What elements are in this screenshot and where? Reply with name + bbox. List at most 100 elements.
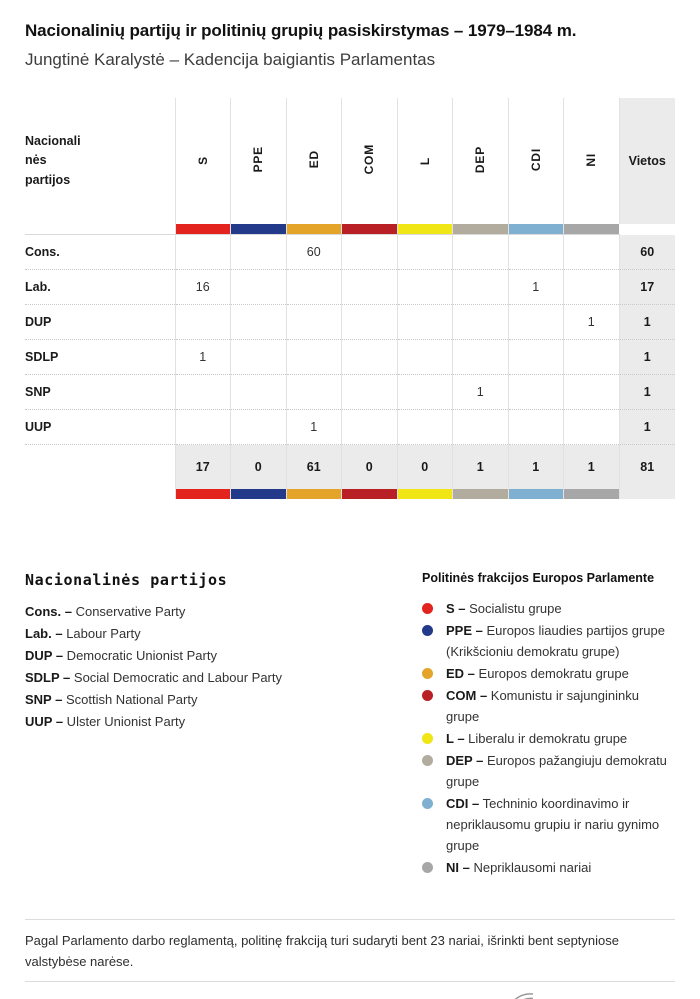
party-legend-item: UUP – Ulster Unionist Party [25, 713, 186, 729]
value-cell-NI: 1 [563, 304, 619, 340]
table-row-DUP: DUP 1 1 [25, 304, 675, 340]
column-header-PPE: PPE [230, 98, 286, 224]
value-cell-L [396, 234, 453, 270]
seats-cell: 1 [618, 304, 675, 340]
group-abbr: PPE – [446, 622, 483, 638]
value-cell-COM [341, 304, 397, 340]
group-color-cell-DEP [452, 224, 508, 235]
value-cell-S: 16 [174, 269, 231, 305]
group-color-bar-PPE [231, 224, 286, 234]
value-cell-S: 1 [174, 339, 231, 375]
group-color-dot [422, 667, 433, 679]
group-color-bar-bottom-L [397, 488, 452, 499]
row-header-line-2: partijos [25, 172, 71, 187]
column-header-label: CDI [528, 147, 543, 172]
row-header-line-0: Nacionali [25, 133, 81, 148]
party-abbr: DUP – [25, 647, 64, 663]
bar-row-spacer [25, 489, 175, 499]
group-color-cell-bottom-L [396, 488, 453, 499]
column-header-label: COM [362, 144, 377, 175]
group-legend-item: COM – Komunistu ir sajungininku grupe [422, 685, 675, 727]
group-color-dot [422, 754, 433, 766]
page-title: Nacionalinių partijų ir politinių grupių… [25, 21, 577, 40]
group-color-dot [422, 861, 433, 873]
value-cell-NI [563, 374, 619, 410]
value-cell-CDI [507, 304, 564, 340]
group-color-bar-bottom-NI [564, 488, 619, 499]
column-header-label: DEP [473, 145, 488, 174]
column-header-DEP: DEP [452, 98, 508, 224]
column-header-label: ED [306, 150, 321, 169]
column-header-ED: ED [285, 98, 342, 224]
value-cell-S [174, 374, 231, 410]
totals-spacer [25, 444, 175, 489]
party-legend-item: Lab. – Labour Party [25, 625, 141, 641]
footnote-text: Pagal Parlamento darbo reglamentą, polit… [25, 932, 619, 969]
table-row-SDLP: SDLP 1 1 [25, 339, 675, 375]
total-cell-NI: 1 [563, 444, 619, 489]
group-legend-text: PPE – Europos liaudies partijos grupe (K… [446, 622, 665, 659]
party-abbr: SNP – [25, 691, 63, 707]
table-row-Lab: Lab. 16 1 17 [25, 269, 675, 305]
group-legend-item: NI – Nepriklausomi nariai [422, 857, 675, 878]
divider-top [25, 918, 675, 920]
total-cell-L: 0 [396, 444, 453, 489]
column-header-label: PPE [251, 146, 266, 173]
group-legend-item: PPE – Europos liaudies partijos grupe (K… [422, 620, 675, 662]
group-legend-text: S – Socialistu grupe [446, 600, 562, 616]
party-label: SDLP [25, 339, 175, 375]
group-abbr: CDI – [446, 795, 480, 811]
value-cell-CDI [507, 339, 564, 375]
parliament-hemicycle-icon [513, 992, 533, 999]
national-parties-legend-title: Nacionalinės partijos [25, 570, 228, 589]
national-parties-legend: Nacionalinės partijos Cons. – Conservati… [25, 571, 422, 879]
total-cell-S: 17 [174, 444, 231, 489]
value-cell-PPE [230, 269, 286, 305]
value-cell-PPE [230, 339, 286, 375]
political-groups-legend-title: Politinės frakcijos Europos Parlamente [422, 570, 655, 585]
group-legend-text: L – Liberalu ir demokratu grupe [446, 730, 628, 746]
logo-line1: Europos [584, 998, 675, 999]
group-color-cell-bottom-DEP [452, 488, 508, 499]
table-row-SNP: SNP 1 1 [25, 374, 675, 410]
group-color-bar-row-bottom [25, 488, 675, 499]
seats-cell: 60 [618, 234, 675, 270]
value-cell-DEP: 1 [452, 374, 508, 410]
group-color-cell-COM [341, 224, 397, 235]
party-abbr: SDLP – [25, 669, 71, 685]
value-cell-ED: 60 [285, 234, 342, 270]
group-color-bar-bottom-COM [342, 488, 397, 499]
value-cell-L [396, 409, 453, 445]
value-cell-COM [341, 234, 397, 270]
total-cell-ED: 61 [285, 444, 342, 489]
table-row-UUP: UUP 1 1 [25, 409, 675, 445]
party-label: SNP [25, 374, 175, 410]
group-color-cell-bottom-NI [563, 488, 619, 499]
value-cell-NI [563, 269, 619, 305]
total-seats-cell: 81 [618, 444, 675, 489]
group-abbr: ED – [446, 665, 475, 681]
value-cell-DEP [452, 234, 508, 270]
group-color-dot [422, 624, 433, 636]
political-groups-legend-list: S – Socialistu grupe PPE – Europos liaudi… [422, 598, 675, 878]
group-legend-text: ED – Europos demokratu grupe [446, 665, 629, 681]
value-cell-CDI [507, 409, 564, 445]
seats-cell: 1 [618, 339, 675, 375]
value-cell-PPE [230, 234, 286, 270]
value-cell-DEP [452, 409, 508, 445]
party-legend-item: SDLP – Social Democratic and Labour Part… [25, 669, 282, 685]
group-abbr: COM – [446, 687, 488, 703]
value-cell-PPE [230, 374, 286, 410]
group-color-bar-L [397, 224, 452, 234]
value-cell-L [396, 339, 453, 375]
value-cell-DEP [452, 304, 508, 340]
row-header-line-1: nės [25, 153, 47, 168]
group-color-dot [422, 689, 433, 701]
group-legend-text: DEP – Europos pažangiuju demokratu grupe [446, 752, 667, 789]
seats-cell: 17 [618, 269, 675, 305]
party-label: UUP [25, 409, 175, 445]
value-cell-S [174, 409, 231, 445]
group-legend-item: ED – Europos demokratu grupe [422, 663, 675, 684]
group-color-bar-ED [286, 224, 341, 234]
